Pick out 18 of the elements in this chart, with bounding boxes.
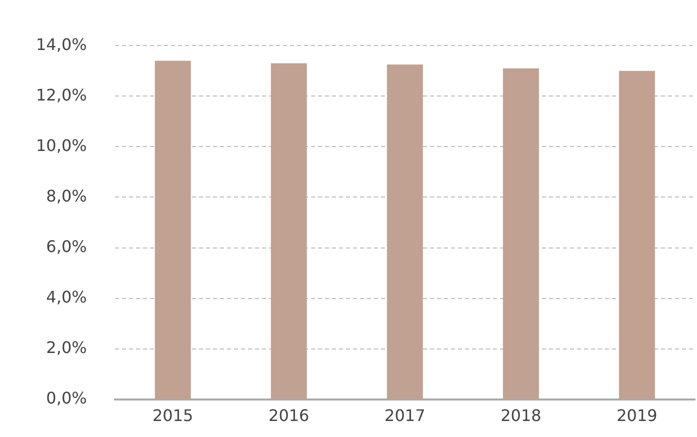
- y-tick-label: 8,0%: [46, 186, 87, 206]
- x-tick-label: 2019: [616, 406, 658, 426]
- x-tick-label: 2015: [152, 406, 194, 426]
- y-tick-label: 6,0%: [46, 236, 87, 256]
- y-tick-label: 2,0%: [46, 338, 87, 358]
- y-tick-label: 0,0%: [46, 388, 87, 408]
- x-tick-label: 2017: [384, 406, 426, 426]
- y-tick-label: 10,0%: [36, 136, 87, 155]
- y-tick-label: 12,0%: [36, 85, 87, 104]
- y-tick-label: 14,0%: [36, 34, 87, 54]
- x-tick-label: 2016: [268, 406, 310, 426]
- bar: [502, 68, 539, 399]
- bar: [154, 60, 191, 399]
- y-tick-label: 4,0%: [46, 287, 87, 306]
- bar: [270, 63, 307, 399]
- bar: [618, 70, 655, 399]
- bar: [386, 64, 423, 399]
- x-tick-label: 2018: [500, 406, 542, 426]
